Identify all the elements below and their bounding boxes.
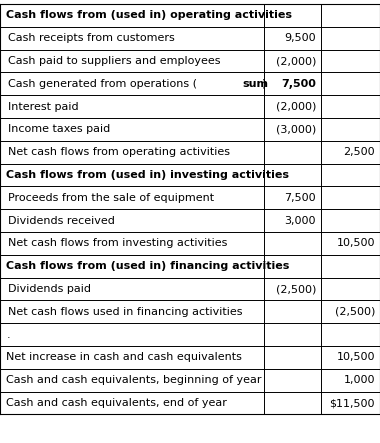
Text: Net cash flows used in financing activities: Net cash flows used in financing activit… xyxy=(8,307,242,317)
Text: 9,500: 9,500 xyxy=(285,33,316,43)
Text: Income taxes paid: Income taxes paid xyxy=(8,124,110,134)
Text: Cash and cash equivalents, beginning of year: Cash and cash equivalents, beginning of … xyxy=(6,375,262,385)
Text: Cash paid to suppliers and employees: Cash paid to suppliers and employees xyxy=(8,56,220,66)
Text: (2,000): (2,000) xyxy=(276,56,316,66)
Text: Dividends received: Dividends received xyxy=(8,216,114,225)
Text: Proceeds from the sale of equipment: Proceeds from the sale of equipment xyxy=(8,193,214,203)
Text: 7,500: 7,500 xyxy=(281,79,316,89)
Text: (2,500): (2,500) xyxy=(335,307,375,317)
Text: 7,500: 7,500 xyxy=(285,193,316,203)
Text: 10,500: 10,500 xyxy=(337,352,375,362)
Text: (2,500): (2,500) xyxy=(276,284,316,294)
Text: 10,500: 10,500 xyxy=(337,238,375,249)
Text: Net cash flows from investing activities: Net cash flows from investing activities xyxy=(8,238,227,249)
Text: (2,000): (2,000) xyxy=(276,101,316,112)
Text: Interest paid: Interest paid xyxy=(8,101,78,112)
Text: ): ) xyxy=(261,79,266,89)
Text: sum: sum xyxy=(242,79,268,89)
Text: Cash and cash equivalents, end of year: Cash and cash equivalents, end of year xyxy=(6,398,227,408)
Text: Net cash flows from operating activities: Net cash flows from operating activities xyxy=(8,147,230,157)
Text: 3,000: 3,000 xyxy=(285,216,316,225)
Text: Cash generated from operations (: Cash generated from operations ( xyxy=(8,79,196,89)
Text: Net increase in cash and cash equivalents: Net increase in cash and cash equivalent… xyxy=(6,352,242,362)
Text: Dividends paid: Dividends paid xyxy=(8,284,90,294)
Text: Cash receipts from customers: Cash receipts from customers xyxy=(8,33,174,43)
Text: Cash flows from (used in) operating activities: Cash flows from (used in) operating acti… xyxy=(6,10,293,20)
Text: 2,500: 2,500 xyxy=(344,147,375,157)
Text: .: . xyxy=(6,330,10,340)
Text: Cash flows from (used in) investing activities: Cash flows from (used in) investing acti… xyxy=(6,170,290,180)
Text: 1,000: 1,000 xyxy=(344,375,375,385)
Text: $11,500: $11,500 xyxy=(329,398,375,408)
Text: Cash flows from (used in) financing activities: Cash flows from (used in) financing acti… xyxy=(6,261,290,271)
Text: (3,000): (3,000) xyxy=(276,124,316,134)
